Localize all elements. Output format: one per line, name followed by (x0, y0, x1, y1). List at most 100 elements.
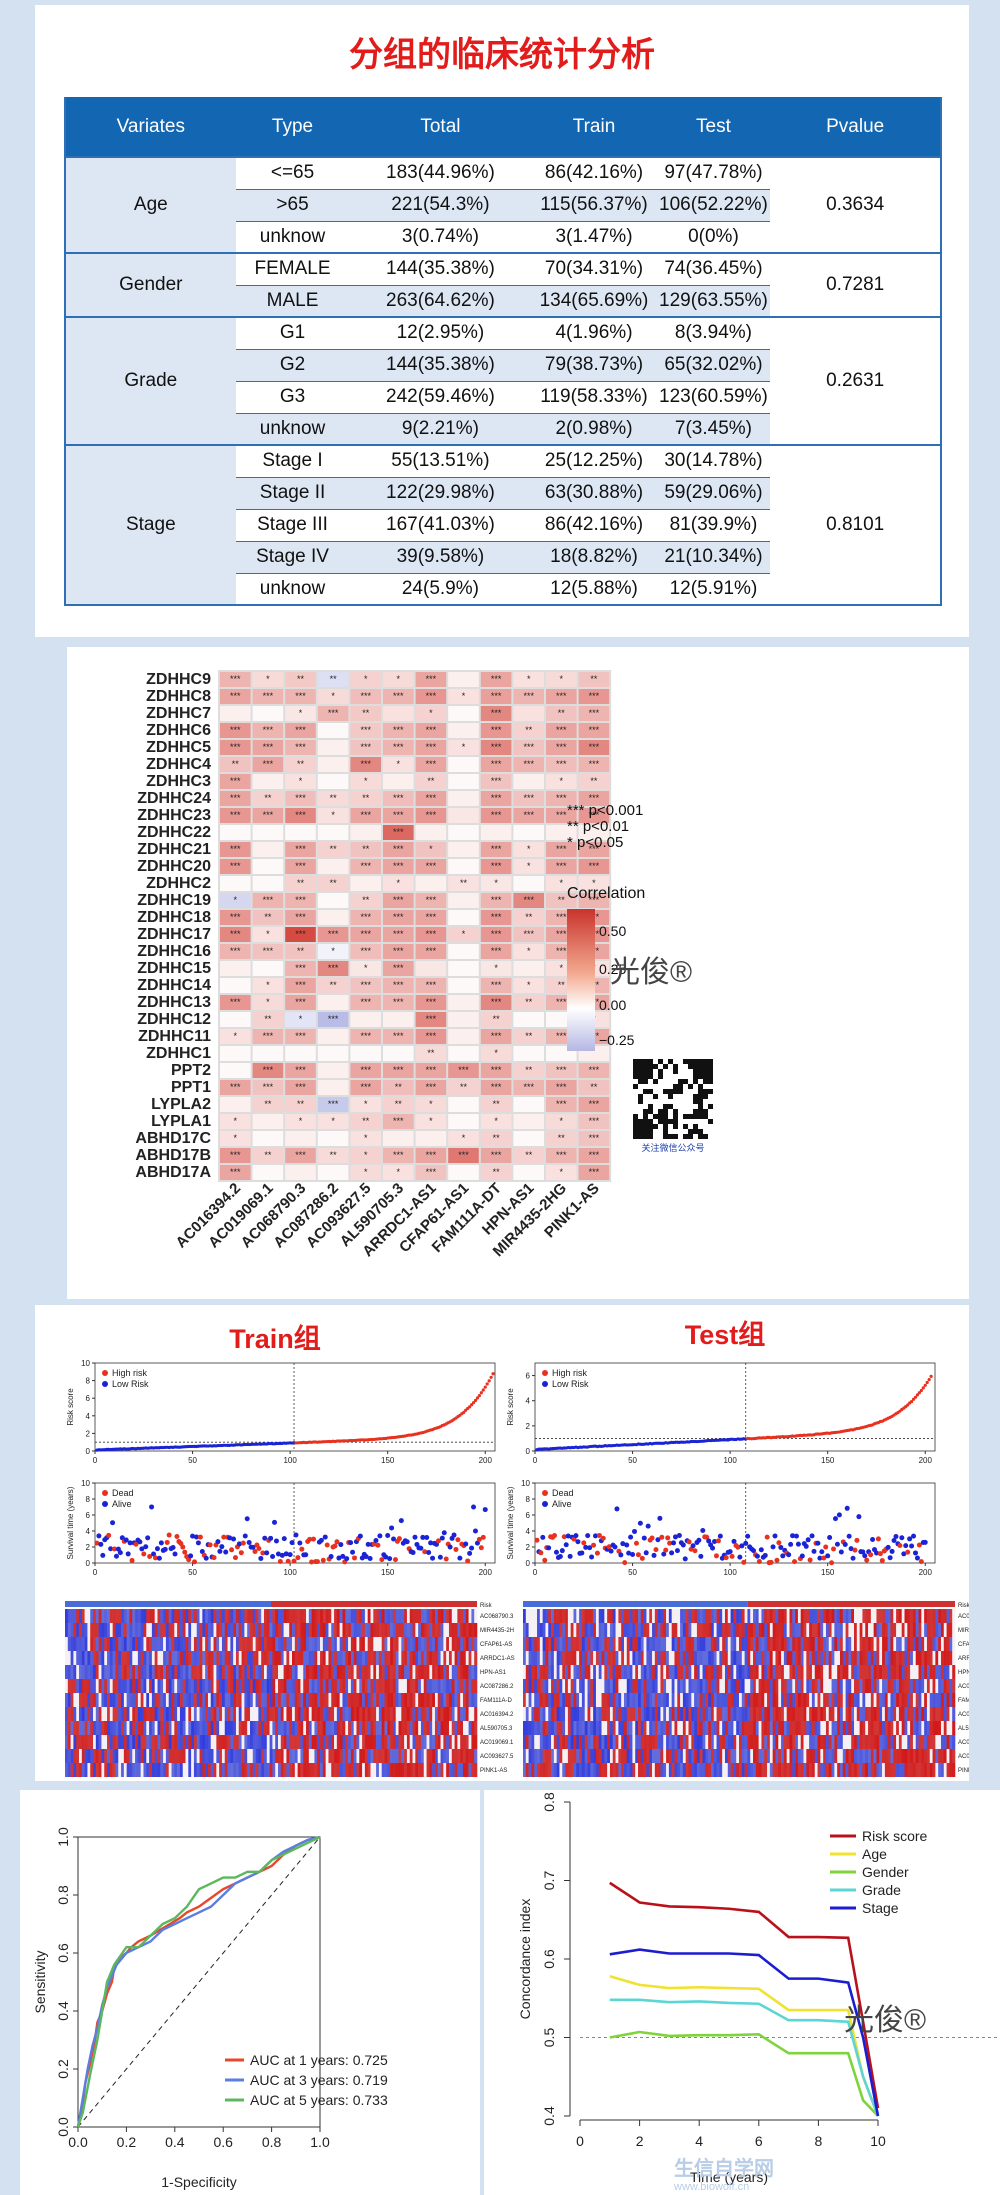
expr-cell (607, 1637, 611, 1651)
expr-cell (418, 1721, 422, 1735)
risk-point (923, 1383, 927, 1387)
survival-point (686, 1539, 692, 1545)
expr-cell (795, 1651, 799, 1665)
sig-stars: *** (393, 1150, 404, 1160)
plot-frame (534, 1362, 936, 1452)
expr-cell (406, 1707, 411, 1721)
expr-cell (334, 1749, 338, 1763)
survival-point (700, 1527, 706, 1533)
expr-cell (227, 1665, 231, 1679)
expr-cell (758, 1623, 762, 1637)
expr-cell (300, 1735, 304, 1749)
expr-cell (814, 1623, 818, 1637)
expr-cell (65, 1721, 69, 1735)
expr-cell (79, 1665, 83, 1679)
expr-cell (213, 1679, 217, 1693)
expr-cell (733, 1665, 737, 1679)
expr-cell (806, 1651, 810, 1665)
expr-cell (193, 1679, 198, 1693)
table-row: unknow 3(0.74%) 3(1.47%) 0(0%) (65, 220, 941, 253)
expr-cell (132, 1651, 136, 1665)
expr-cell (898, 1651, 903, 1665)
expr-cell (109, 1623, 113, 1637)
expr-cell (129, 1721, 133, 1735)
expr-cell (434, 1637, 439, 1651)
qr-module (658, 1059, 663, 1064)
expr-cell (525, 1651, 529, 1665)
expr-cell (249, 1693, 254, 1707)
expr-cell (163, 1735, 167, 1749)
gene-label: AC087286.2 (480, 1684, 514, 1690)
expr-cell (772, 1637, 776, 1651)
sig-stars: *** (263, 946, 274, 956)
expr-cell (384, 1637, 388, 1651)
expr-cell (691, 1623, 695, 1637)
qr-module (703, 1074, 708, 1079)
expr-cell (171, 1749, 175, 1763)
expr-cell (81, 1707, 85, 1721)
survival-point (729, 1553, 735, 1559)
heatmap-cell (513, 859, 544, 874)
expr-cell (241, 1651, 245, 1665)
expr-cell (465, 1693, 469, 1707)
expr-cell (314, 1707, 318, 1721)
expr-cell (140, 1693, 144, 1707)
sig-stars: * (364, 1150, 368, 1160)
sig-stars: *** (491, 742, 502, 752)
expr-cell (468, 1651, 472, 1665)
expr-cell (289, 1749, 293, 1763)
expr-cell (350, 1651, 354, 1665)
expr-cell (674, 1707, 678, 1721)
expr-cell (638, 1651, 642, 1665)
expr-cell (381, 1707, 385, 1721)
expr-cell (320, 1763, 324, 1777)
heatmap-cell (513, 825, 544, 840)
expr-cell (348, 1651, 352, 1665)
expr-cell (638, 1721, 642, 1735)
survival-point (805, 1537, 811, 1543)
row-label: LYPLA1 (151, 1113, 211, 1130)
gene-label: MIR4435-2HG (958, 1628, 969, 1634)
expr-cell (339, 1721, 343, 1735)
expr-cell (378, 1693, 383, 1707)
survival-point (424, 1535, 430, 1541)
expr-cell (918, 1665, 922, 1679)
expr-cell (210, 1665, 214, 1679)
heatmap-cell (546, 825, 577, 840)
expr-cell (792, 1679, 796, 1693)
expr-cell (598, 1609, 602, 1623)
heatmap-cell (448, 1063, 479, 1078)
expr-cell (451, 1721, 455, 1735)
expr-cell (151, 1693, 155, 1707)
heatmap-cell (383, 978, 414, 993)
expr-cell (320, 1679, 324, 1693)
expr-cell (93, 1637, 97, 1651)
expr-cell (84, 1749, 88, 1763)
expr-cell (73, 1749, 77, 1763)
expr-cell (336, 1665, 340, 1679)
heatmap-cell (220, 1046, 251, 1061)
expr-cell (825, 1623, 830, 1637)
expr-cell (221, 1665, 226, 1679)
expr-cell (590, 1637, 594, 1651)
expr-cell (649, 1721, 653, 1735)
expr-cell (831, 1679, 835, 1693)
survival-point (823, 1544, 829, 1550)
qr-module (673, 1134, 678, 1139)
expr-cell (84, 1707, 88, 1721)
expr-cell (901, 1623, 905, 1637)
qr-module (658, 1074, 663, 1079)
expr-cell (196, 1623, 200, 1637)
expr-cell (601, 1693, 605, 1707)
expr-cell (149, 1749, 153, 1763)
sig-stars: *** (491, 861, 502, 871)
survival-point (887, 1555, 893, 1561)
expr-cell (207, 1665, 212, 1679)
expr-cell (559, 1623, 563, 1637)
expr-cell (567, 1693, 571, 1707)
expr-cell (280, 1609, 284, 1623)
expr-cell (378, 1749, 383, 1763)
expr-cell (537, 1721, 541, 1735)
sig-stars: *** (360, 810, 371, 820)
expr-cell (839, 1707, 844, 1721)
